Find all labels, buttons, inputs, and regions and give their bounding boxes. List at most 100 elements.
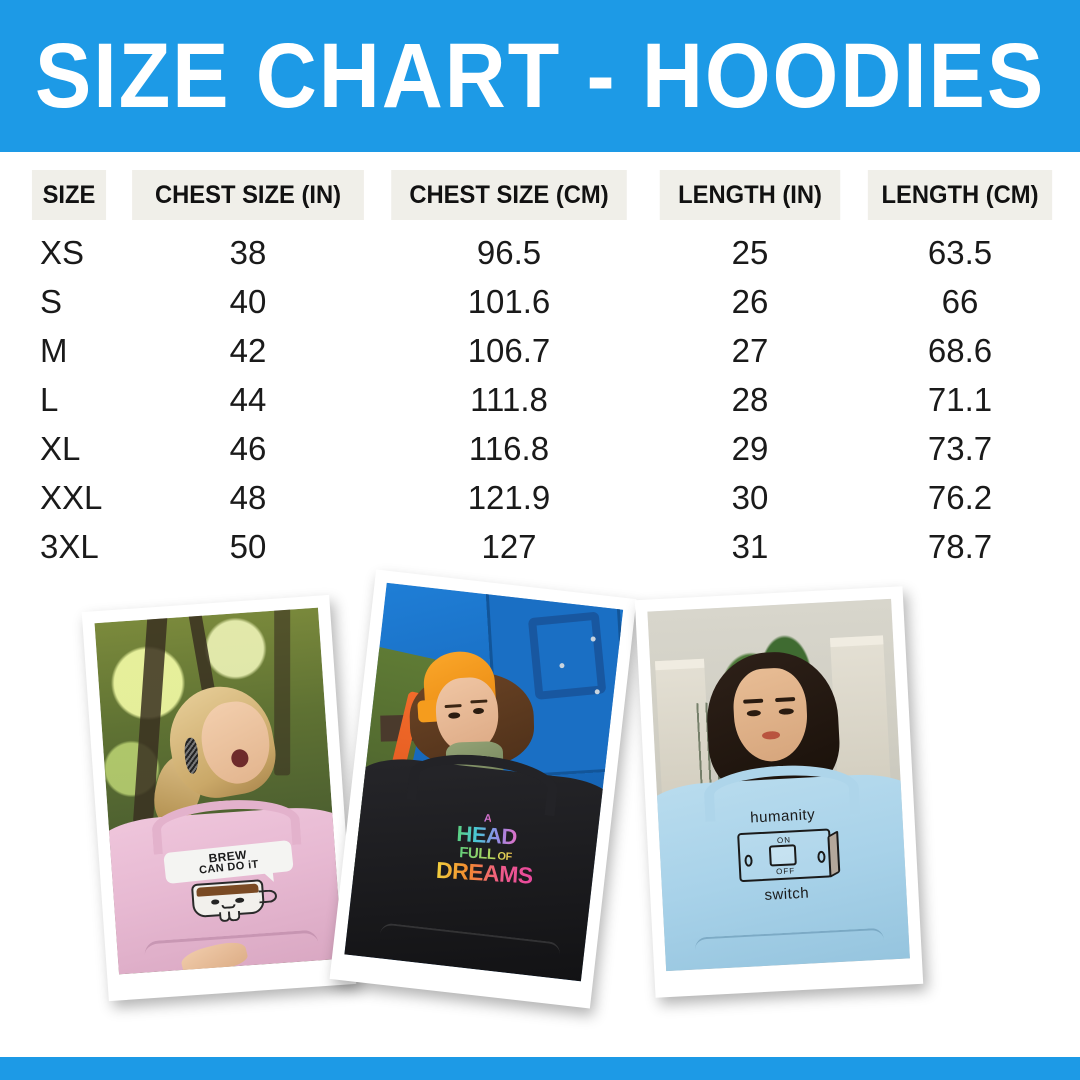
cell-length-cm: 63.5	[927, 233, 993, 271]
column-header-size: SIZE	[31, 170, 107, 220]
photo-image-lightblue-hoodie: humanity ON OFF switch	[647, 598, 910, 972]
product-photo-lightblue-hoodie: humanity ON OFF switch	[634, 586, 924, 998]
cell-chest-cm: 101.6	[467, 282, 551, 320]
cell-chest-cm: 106.7	[467, 331, 551, 369]
eyebrow	[742, 699, 764, 704]
hood	[406, 747, 561, 817]
switch-screw	[816, 850, 826, 863]
cell-length-cm: 76.2	[927, 478, 993, 516]
cup-eye	[234, 897, 245, 903]
cell-length-cm: 78.7	[927, 527, 993, 565]
model-figure: A HEAD FULL OF DREAMS	[344, 642, 623, 982]
cell-chest-in: 38	[229, 233, 267, 271]
cell-size: XXL	[40, 478, 103, 516]
header-banner: SIZE CHART - HOODIES	[0, 0, 1080, 152]
cell-length-in: 27	[731, 331, 769, 369]
table-row: L 44 111.8 28 71.1	[0, 375, 1080, 424]
lips	[762, 730, 781, 741]
table-row: M 42 106.7 27 68.6	[0, 326, 1080, 375]
column-header-length-cm: LENGTH (CM)	[867, 170, 1053, 220]
cell-length-in: 31	[731, 527, 769, 565]
cell-length-in: 29	[731, 429, 769, 467]
mouth	[229, 748, 250, 769]
table-row: XL 46 116.8 29 73.7	[0, 424, 1080, 473]
cell-size: 3XL	[40, 527, 99, 565]
table-row: S 40 101.6 26 66	[0, 277, 1080, 326]
switch-toggle	[769, 843, 797, 867]
table-row: 3XL 50 127 31 78.7	[0, 522, 1080, 571]
kangaroo-pocket	[377, 922, 562, 979]
eyebrow	[444, 703, 462, 708]
size-table: SIZE CHEST SIZE (IN) CHEST SIZE (CM) LEN…	[0, 170, 1080, 571]
cell-length-in: 25	[731, 233, 769, 271]
page-title: SIZE CHART - HOODIES	[34, 25, 1046, 127]
cell-chest-in: 42	[229, 331, 267, 369]
cell-chest-in: 40	[229, 282, 267, 320]
eye	[746, 709, 762, 717]
cell-size: S	[40, 282, 63, 320]
switch-screw	[744, 854, 754, 867]
product-photo-pink-hoodie: BREW CAN DO iT	[81, 594, 357, 1002]
cup-legs	[216, 913, 243, 923]
cell-chest-cm: 121.9	[467, 478, 551, 516]
print-text-dreams: DREAMS	[435, 856, 534, 889]
cell-chest-in: 50	[229, 527, 267, 565]
cell-chest-in: 44	[229, 380, 267, 418]
cup-handle	[258, 889, 278, 904]
eyebrow	[775, 697, 796, 702]
cell-length-cm: 66	[941, 282, 979, 320]
product-photo-black-hoodie: A HEAD FULL OF DREAMS	[329, 569, 637, 1009]
print-text-switch: switch	[764, 884, 810, 904]
cell-size: L	[40, 380, 59, 418]
print-text-line2: CAN DO iT	[198, 858, 260, 877]
coffee-liquid	[196, 883, 259, 898]
cell-size: XS	[40, 233, 85, 271]
switch-label-off: OFF	[775, 866, 796, 877]
cell-chest-cm: 96.5	[476, 233, 542, 271]
eyebrow	[470, 699, 488, 704]
eye	[473, 707, 485, 715]
light-switch-icon: ON OFF	[736, 828, 841, 882]
cell-size: M	[40, 331, 68, 369]
cell-chest-cm: 111.8	[470, 380, 548, 418]
cup-eye	[210, 898, 220, 905]
cell-length-in: 28	[731, 380, 769, 418]
cell-chest-cm: 116.8	[468, 429, 550, 467]
eye	[778, 707, 794, 716]
footer-bar	[0, 1057, 1080, 1080]
eye	[448, 712, 461, 719]
table-body: XS 38 96.5 25 63.5 S 40 101.6 26 66 M 42…	[0, 228, 1080, 571]
hoodie-garment: BREW CAN DO iT	[94, 795, 343, 975]
product-photo-strip: BREW CAN DO iT	[0, 569, 1080, 1045]
model-figure: humanity ON OFF switch	[647, 649, 910, 972]
print-text-humanity: humanity	[749, 806, 816, 827]
cell-length-cm: 71.1	[927, 380, 993, 418]
cell-length-in: 26	[731, 282, 769, 320]
cell-chest-in: 48	[229, 478, 267, 516]
wall-cap	[829, 635, 884, 648]
hoodie-garment: A HEAD FULL OF DREAMS	[344, 747, 623, 982]
print-graphic-dreams: A HEAD FULL OF DREAMS	[410, 808, 563, 889]
print-graphic-switch: humanity ON OFF switch	[705, 805, 865, 906]
cell-size: XL	[40, 429, 81, 467]
photo-image-pink-hoodie: BREW CAN DO iT	[94, 607, 343, 975]
cell-chest-cm: 127	[481, 527, 537, 565]
hoodie-garment: humanity ON OFF switch	[647, 762, 910, 972]
cell-length-cm: 68.6	[927, 331, 993, 369]
cup-mouth	[221, 903, 236, 909]
cell-length-in: 30	[731, 478, 769, 516]
table-row: XS 38 96.5 25 63.5	[0, 228, 1080, 277]
coffee-cup-icon	[191, 879, 278, 919]
photo-image-black-hoodie: A HEAD FULL OF DREAMS	[344, 582, 624, 982]
table-header-row: SIZE CHEST SIZE (IN) CHEST SIZE (CM) LEN…	[0, 170, 1080, 224]
column-header-chest-in: CHEST SIZE (IN)	[132, 170, 364, 220]
print-row: DREAMS	[435, 856, 534, 889]
column-header-length-in: LENGTH (IN)	[659, 170, 841, 220]
model-figure: BREW CAN DO iT	[94, 678, 343, 975]
column-header-chest-cm: CHEST SIZE (CM)	[391, 170, 627, 220]
cell-length-cm: 73.7	[927, 429, 993, 467]
table-row: XXL 48 121.9 30 76.2	[0, 473, 1080, 522]
cell-chest-in: 46	[229, 429, 267, 467]
kangaroo-pocket	[694, 928, 885, 970]
